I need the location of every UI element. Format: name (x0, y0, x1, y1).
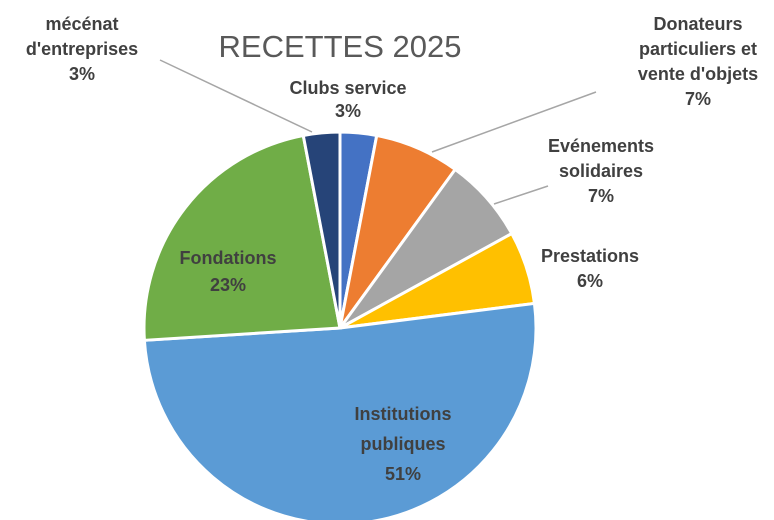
chart-title: RECETTES 2025 (219, 29, 462, 64)
slice-label-line: solidaires (559, 161, 643, 181)
slice-label-line: 7% (588, 186, 614, 206)
slice-label-line: vente d'objets (638, 64, 758, 84)
pie-slice (142, 133, 342, 342)
slice-label-line: 3% (69, 64, 95, 84)
slice-label: mécénat d'entreprises 3% (26, 14, 138, 84)
slice-label: Donateurs particuliers et vente d'objets 7% (638, 14, 758, 109)
slice-label-line: mécénat (45, 14, 118, 34)
slice-label-line: 6% (577, 271, 603, 291)
slice-label: Institutions publiques 51% (355, 404, 452, 484)
slice-label-line: d'entreprises (26, 39, 138, 59)
slice-label-line: 3% (335, 101, 361, 121)
labels-layer: Clubs service 3% Donateurs particuliers et v… (26, 14, 758, 484)
slice-label: Evénements solidaires 7% (548, 136, 654, 206)
pie-slice (301, 130, 342, 329)
leader-lines-layer (159, 59, 597, 205)
slice-label-line: 7% (685, 89, 711, 109)
slice-label-line: Donateurs (653, 14, 742, 34)
slice-label-line: 23% (210, 275, 246, 295)
slice-label-line: Prestations (541, 246, 639, 266)
leader-line (159, 59, 313, 133)
slice-label-line: Fondations (180, 248, 277, 268)
leader-line (431, 91, 597, 153)
slices-layer (142, 130, 538, 520)
slice-label: Clubs service 3% (289, 78, 406, 121)
slice-label-line: particuliers et (639, 39, 757, 59)
slice-label-line: 51% (385, 464, 421, 484)
slice-label: Fondations 23% (180, 248, 277, 295)
slice-label-line: Evénements (548, 136, 654, 156)
pie-slice (142, 301, 538, 520)
leader-line (493, 185, 549, 205)
slice-label-line: Institutions (355, 404, 452, 424)
slice-label-line: Clubs service (289, 78, 406, 98)
slice-label: Prestations 6% (541, 246, 639, 291)
slice-label-line: publiques (361, 434, 446, 454)
